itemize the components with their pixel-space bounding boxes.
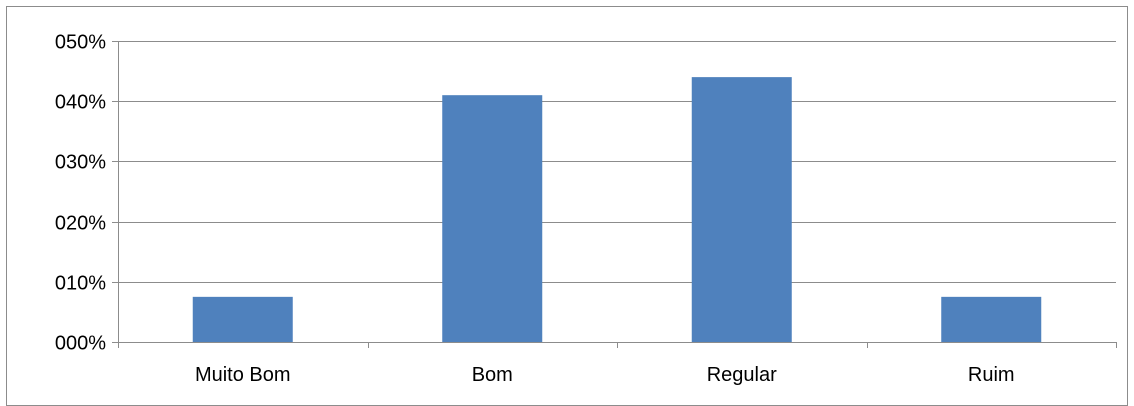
y-tick-label: 020% bbox=[55, 213, 106, 235]
y-tick-label: 050% bbox=[55, 32, 106, 54]
x-tick-label: Bom bbox=[472, 364, 513, 386]
bar-muito-bom bbox=[192, 296, 293, 342]
bar-bom bbox=[442, 95, 543, 343]
grid-lines bbox=[118, 41, 1116, 283]
bar-chart: 000% 010% 020% 030% 040% 050% Muito Bom Bom Regu… bbox=[55, 32, 1117, 387]
bar-regular bbox=[691, 77, 792, 343]
bars bbox=[192, 77, 1042, 343]
y-tick-label: 030% bbox=[55, 152, 106, 174]
y-tick-label: 010% bbox=[55, 273, 106, 295]
x-tick-label: Regular bbox=[707, 364, 777, 386]
bar-ruim bbox=[941, 296, 1042, 342]
y-tick-label: 000% bbox=[55, 333, 106, 355]
x-tick-label: Ruim bbox=[968, 364, 1015, 386]
axes bbox=[112, 41, 1117, 348]
tick-labels: 000% 010% 020% 030% 040% 050% Muito Bom Bom Regu… bbox=[55, 32, 1015, 387]
x-tick-label: Muito Bom bbox=[195, 364, 291, 386]
y-tick-label: 040% bbox=[55, 92, 106, 114]
